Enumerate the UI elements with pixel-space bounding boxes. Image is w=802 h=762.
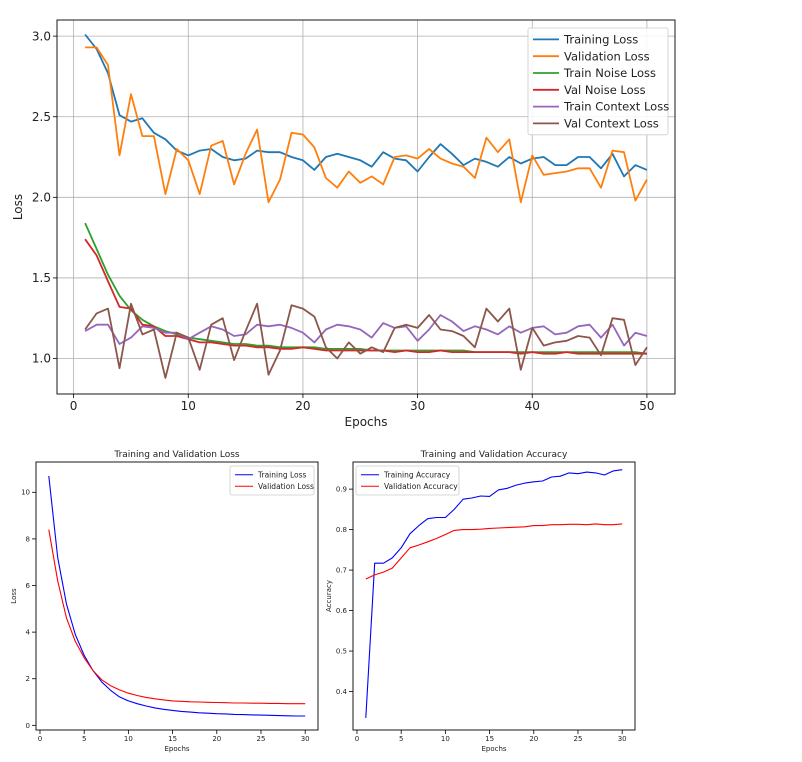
plot-frame: [56, 19, 676, 395]
x-tick-label: 15: [168, 735, 177, 743]
legend-label: Training Loss: [257, 470, 307, 479]
x-tick-label: 10: [181, 399, 196, 413]
y-axis-label: Accuracy: [325, 580, 333, 612]
x-tick-label: 5: [399, 735, 403, 743]
x-axis-label: Epochs: [345, 415, 388, 429]
legend-box: [229, 465, 315, 496]
x-axis-label: Epochs: [481, 745, 506, 753]
x-tick-label: 25: [574, 735, 583, 743]
x-tick-label: 20: [212, 735, 221, 743]
x-tick-label: 50: [639, 399, 654, 413]
chart-2: 0 5 10 15 20 25 30 0 2 4 6 8 10 Epochs Loss Training an…: [10, 450, 319, 753]
legend-label: Training Loss: [563, 33, 638, 47]
y-tick-label: 0.4: [336, 688, 348, 696]
x-tick-label: 30: [410, 399, 425, 413]
legend-label: Train Context Loss: [563, 100, 669, 114]
y-tick-label: 0.6: [336, 607, 348, 615]
x-tick-label: 20: [295, 399, 310, 413]
series-line-validation-loss: [85, 46, 648, 204]
y-axis-label: Loss: [10, 588, 18, 604]
y-tick-label: 0.8: [336, 526, 347, 534]
x-tick-label: 25: [257, 735, 266, 743]
legend-label: Validation Accuracy: [384, 482, 458, 491]
y-tick-label: 6: [26, 582, 31, 590]
series-line-validation-loss: [48, 529, 306, 705]
y-tick-label: 0.5: [336, 648, 347, 656]
series-line-training-accuracy: [365, 469, 623, 718]
x-tick-label: 0: [38, 735, 42, 743]
y-tick-label: 1.5: [32, 271, 51, 285]
y-tick-label: 0: [26, 722, 30, 730]
y-tick-label: 4: [26, 629, 31, 637]
x-tick-label: 15: [485, 735, 494, 743]
legend-box: [527, 27, 669, 136]
x-axis-label: Epochs: [164, 745, 189, 753]
x-tick-label: 10: [124, 735, 133, 743]
series-line-val-context-loss: [84, 302, 648, 379]
x-tick-label: 30: [618, 735, 627, 743]
legend-label: Validation Loss: [564, 49, 650, 63]
y-axis-label: Loss: [11, 194, 25, 220]
y-tick-label: 0.7: [336, 567, 347, 575]
chart-title: Training and Validation Accuracy: [420, 450, 568, 460]
y-tick-label: 10: [21, 489, 30, 497]
y-tick-label: 2: [26, 675, 30, 683]
chart-title: Training and Validation Loss: [113, 450, 240, 460]
x-tick-label: 30: [301, 735, 310, 743]
legend-label: Validation Loss: [258, 482, 314, 491]
plot-frame: [352, 461, 636, 731]
y-tick-label: 1.0: [32, 352, 51, 366]
legend-label: Val Noise Loss: [564, 83, 646, 97]
legend-label: Val Context Loss: [564, 117, 659, 131]
series-line-val-noise-loss: [84, 238, 647, 355]
series-line-training-loss: [48, 475, 306, 717]
y-tick-label: 3.0: [32, 29, 51, 43]
series-line-validation-accuracy: [365, 523, 623, 580]
legend-label: Train Noise Loss: [563, 66, 656, 80]
x-tick-label: 10: [441, 735, 450, 743]
legend-label: Training Accuracy: [383, 470, 451, 479]
x-tick-label: 20: [529, 735, 538, 743]
chart-3: 0 5 10 15 20 25 30 0.4 0.5 0.6 0.7 0.8 0.9 Epochs Accu…: [325, 450, 636, 753]
x-tick-label: 40: [525, 399, 540, 413]
y-tick-label: 0.9: [336, 486, 347, 494]
legend-box: [355, 465, 460, 496]
x-tick-label: 5: [82, 735, 86, 743]
y-tick-label: 2.0: [32, 191, 51, 205]
y-tick-label: 8: [26, 535, 30, 543]
plot-frame: [35, 461, 319, 731]
chart-1: 0 10 20 30 40 50 1.0 1.5 2.0 2.5 3.0 Epochs Loss Trai…: [11, 19, 676, 429]
y-tick-label: 2.5: [32, 110, 51, 124]
x-tick-label: 0: [355, 735, 359, 743]
x-tick-label: 0: [70, 399, 78, 413]
